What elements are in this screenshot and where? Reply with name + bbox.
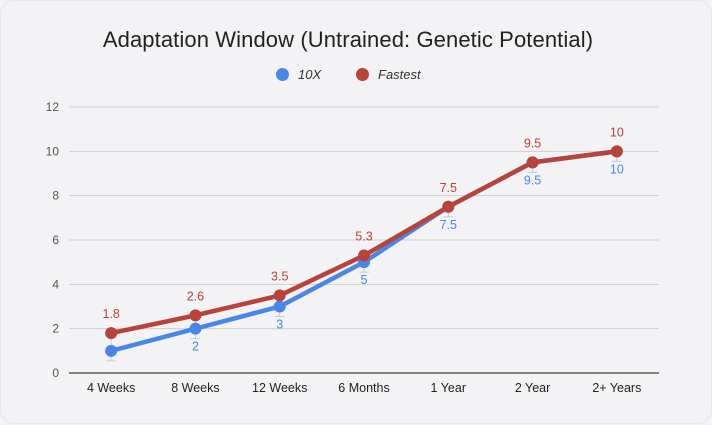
data-point-10x xyxy=(105,344,118,357)
y-tick-label: 10 xyxy=(46,144,60,158)
data-label-10x: 7.5 xyxy=(440,218,457,232)
data-label-fastest: 5.3 xyxy=(355,230,372,244)
data-label-10x: 9.5 xyxy=(524,173,541,187)
data-label-fastest: 2.6 xyxy=(187,289,204,303)
data-point-fastest xyxy=(189,309,202,322)
y-tick-label: 0 xyxy=(52,366,59,380)
legend-item-fastest[interactable]: Fastest xyxy=(356,67,421,82)
x-tick-label: 1 Year xyxy=(431,381,466,395)
x-tick-label: 2 Year xyxy=(515,381,550,395)
y-tick-label: 2 xyxy=(52,322,59,336)
data-point-10x xyxy=(273,300,286,313)
data-label-fastest: 9.5 xyxy=(524,136,541,150)
data-point-fastest xyxy=(610,145,623,158)
x-tick-label: 4 Weeks xyxy=(87,381,135,395)
x-tick-label: 8 Weeks xyxy=(171,381,219,395)
data-label-fastest: 7.5 xyxy=(440,181,457,195)
data-point-fastest xyxy=(442,200,455,213)
data-label-10x: 5 xyxy=(361,273,368,287)
data-label-10x: 3 xyxy=(276,318,283,332)
x-tick-label: 6 Months xyxy=(338,381,389,395)
data-label-10x: 2 xyxy=(192,340,199,354)
legend: 10X Fastest xyxy=(1,67,712,87)
y-tick-label: 6 xyxy=(52,233,59,247)
data-point-fastest xyxy=(358,249,370,262)
y-tick-label: 4 xyxy=(52,277,59,291)
data-point-fastest xyxy=(105,327,118,340)
data-label-fastest: 3.5 xyxy=(271,269,288,283)
x-tick-label: 2+ Years xyxy=(592,381,641,395)
chart-title: Adaptation Window (Untrained: Genetic Po… xyxy=(102,27,594,52)
data-point-fastest xyxy=(273,289,286,302)
data-point-fastest xyxy=(526,156,539,169)
data-label-fastest: 1.8 xyxy=(102,307,119,321)
y-tick-label: 12 xyxy=(46,100,60,114)
x-tick-label: 12 Weeks xyxy=(252,381,307,395)
data-label-fastest: 10 xyxy=(610,125,624,139)
legend-marker-icon xyxy=(276,68,289,81)
legend-label-10x: 10X xyxy=(298,67,322,82)
legend-label-fastest: Fastest xyxy=(378,67,421,82)
data-point-10x xyxy=(189,322,202,335)
data-label-10x: 10 xyxy=(610,162,624,176)
y-tick-label: 8 xyxy=(52,189,59,203)
legend-marker-icon xyxy=(356,68,369,81)
legend-item-10x[interactable]: 10X xyxy=(276,67,321,82)
